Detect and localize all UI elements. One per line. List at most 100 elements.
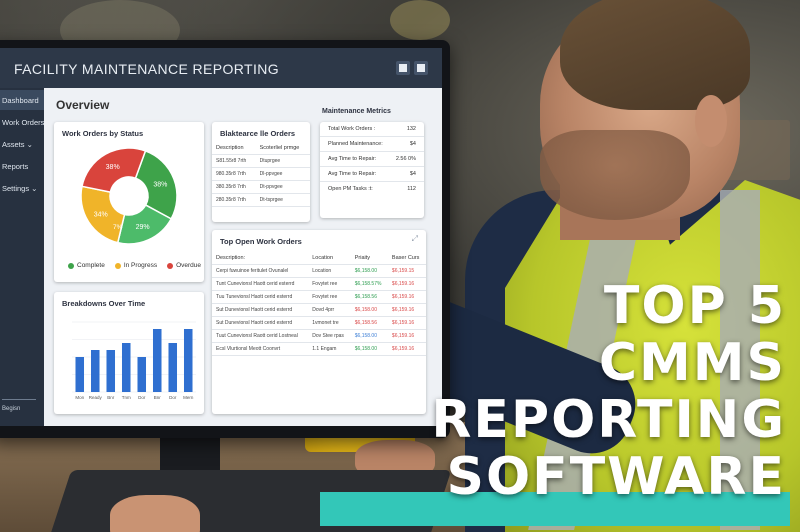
legend-label: Complete xyxy=(77,262,105,269)
table-row[interactable]: S81.55r8 7rth Dtuprgee xyxy=(212,154,310,168)
table-header-row: Description: Location Priaity Baser Curs xyxy=(212,252,426,265)
table-row[interactable]: Sut Dunevionsl Haott cerid esterrd Dovd 4… xyxy=(212,303,426,317)
bar xyxy=(152,329,162,392)
screen: FACILITY MAINTENANCE REPORTING Dashboard… xyxy=(0,48,442,426)
metric-row: Planned Maintenance: $4 xyxy=(320,137,424,152)
worker-hair xyxy=(560,0,750,110)
sidebar-item-work-orders[interactable]: Work Orders xyxy=(2,118,45,127)
x-tick-label: Tnm xyxy=(122,395,131,400)
table-row[interactable]: 280.35r8 7rth Dt-tsprgee xyxy=(212,193,310,207)
legend-item: Overdue xyxy=(167,262,201,269)
bar xyxy=(121,343,131,392)
x-tick-label: Dor xyxy=(138,395,146,400)
metric-label: Avg Time to Repair: xyxy=(328,156,377,162)
divider xyxy=(2,399,36,400)
table-row[interactable]: Ecsl Vlurtionsl Meott Coonvrt 1.1 Engam $6… xyxy=(212,342,426,356)
table-cell: Dl-ppvgee xyxy=(255,167,310,181)
card-title: Top Open Work Orders xyxy=(220,237,302,246)
bar xyxy=(137,357,147,392)
x-tick-label: Mon xyxy=(75,395,84,400)
table-row[interactable]: 380.35r8 7rth Dt-ppvgee xyxy=(212,180,310,194)
sidebar-item-dashboard[interactable]: Dashboard xyxy=(0,90,44,110)
breakdowns-card: Breakdowns Over Time Mon Ready Bnr Tnm Dor Bn… xyxy=(54,292,204,414)
table-row[interactable]: Cerpi fuwuinoe feritulet Ovunalel Locatio… xyxy=(212,264,426,278)
sidebar-item-assets[interactable]: Assets ⌄ xyxy=(2,140,33,149)
cost-cell: $6,159.16 xyxy=(387,290,426,304)
table-cell: Tuut Cunevionsl Raott cerid Lostneal xyxy=(212,329,309,343)
sidebar-footer-label[interactable]: Begisn xyxy=(2,406,21,412)
x-tick-label: Bnr xyxy=(154,395,162,400)
metric-row: Avg Time to Repair: 2.56 0% xyxy=(320,152,424,167)
column-header: Description xyxy=(212,142,256,155)
table-cell: Fovytet ree xyxy=(308,277,351,291)
donut-center-label: 7% xyxy=(113,224,123,231)
table-cell: Cerpi fuwuinoe feritulet Ovunalel xyxy=(212,264,309,278)
cost-cell: $6,159.16 xyxy=(387,316,426,330)
cost-cell: $6,159.15 xyxy=(387,264,426,278)
grid-view-icon[interactable] xyxy=(396,61,410,75)
metric-value: $4 xyxy=(409,171,416,177)
table-header-row: Description Scoterliel prmge xyxy=(212,142,310,155)
metric-label: Avg Time to Repair: xyxy=(328,171,377,177)
expand-icon[interactable]: ⤢ xyxy=(411,234,418,243)
metric-value: 132 xyxy=(406,126,416,132)
legend-label: In Progress xyxy=(123,262,158,269)
menu-icon[interactable] xyxy=(414,61,428,75)
bar xyxy=(168,343,178,392)
breakdowns-bar-chart: Mon Ready Bnr Tnm Dor Bnr Dor Mern xyxy=(72,321,196,400)
table-cell: Tunt Cunevionsl Haott cerid esterrd xyxy=(212,277,309,291)
headline-line: SOFTWARE xyxy=(446,447,786,507)
sidebar-item-settings[interactable]: Settings ⌄ xyxy=(2,184,38,193)
window-controls xyxy=(396,61,428,75)
metric-value: 112 xyxy=(407,186,416,192)
table-cell: Dt-ppvgee xyxy=(255,180,310,194)
table-cell: Dov Stee rpas xyxy=(308,329,351,343)
metric-value: $4 xyxy=(409,141,416,147)
slice-label: 34% xyxy=(94,211,108,218)
bar xyxy=(75,357,85,392)
table-cell: Dtuprgee xyxy=(255,154,310,168)
app-title: FACILITY MAINTENANCE REPORTING xyxy=(14,61,280,77)
open-orders-card: Top Open Work Orders ⤢ Description: Loca… xyxy=(212,230,426,414)
card-title: Blaktearce lle Orders xyxy=(220,129,296,138)
main-content: Overview Work Orders by Status 38% 29% 34%… xyxy=(44,88,442,426)
column-header: Description: xyxy=(212,252,309,265)
monitor: FACILITY MAINTENANCE REPORTING Dashboard… xyxy=(0,40,450,438)
sidebar-item-reports[interactable]: Reports xyxy=(2,162,29,171)
bokeh-light xyxy=(390,0,450,40)
priority-badge: $6,158.00 xyxy=(350,329,388,343)
table-row[interactable]: Tuu Tunevionsl Haott cerid esterrd Fovyte… xyxy=(212,290,426,304)
table-row[interactable]: Tunt Cunevionsl Haott cerid esterrd Fovyt… xyxy=(212,277,426,291)
table-cell: Sut Dunevionsl Haott cerid esterrd xyxy=(212,316,309,330)
backlog-table: Description Scoterliel prmge S81.55r8 7r… xyxy=(212,142,310,207)
table-row[interactable]: Sut Dunevionsl Haott cerid esterrd 1vmone… xyxy=(212,316,426,330)
column-header: Location xyxy=(308,252,351,265)
cost-cell: $6,159.16 xyxy=(387,277,426,291)
priority-badge: $6,158.00 xyxy=(350,264,388,278)
priority-badge: $6,158.56 xyxy=(350,316,388,330)
legend-swatch xyxy=(167,262,174,269)
table-cell: Ecsl Vlurtionsl Meott Coonvrt xyxy=(212,342,309,356)
headline-accent-bar xyxy=(320,492,790,526)
table-cell: Dovd 4prr xyxy=(308,303,351,317)
metric-row: Avg Time to Repair: $4 xyxy=(320,167,424,182)
worker-ear xyxy=(695,95,727,147)
table-row[interactable]: Tuut Cunevionsl Raott cerid Lostneal Dov … xyxy=(212,329,426,343)
table-row[interactable]: 980.35r8 7rth Dl-ppvgee xyxy=(212,167,310,181)
metric-row: Total Work Orders : 132 xyxy=(320,122,424,137)
legend-item: In Progress xyxy=(114,262,158,269)
headline-line: CMMS xyxy=(598,333,786,393)
cost-cell: $6,159.16 xyxy=(387,342,426,356)
table-cell: 1.1 Engam xyxy=(308,342,351,356)
card-title: Breakdowns Over Time xyxy=(62,299,146,308)
page-title: Overview xyxy=(56,98,110,112)
metrics-card: Total Work Orders : 132 Planned Maintenan… xyxy=(320,122,424,218)
status-donut-chart: 38% 29% 34% 38% 7% xyxy=(80,147,178,245)
app-header: FACILITY MAINTENANCE REPORTING xyxy=(0,48,442,88)
slice-label: 29% xyxy=(136,224,150,231)
bar xyxy=(106,350,116,392)
metric-label: Open PM Tasks :t: xyxy=(328,186,373,192)
headline-line: TOP 5 xyxy=(603,276,786,336)
table-cell: 280.35r8 7rth xyxy=(212,193,256,207)
table-cell: Location xyxy=(308,264,351,278)
